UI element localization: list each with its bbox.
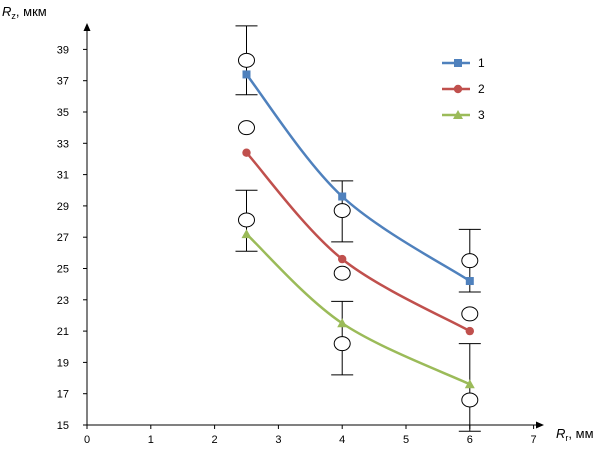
series-2-point (465, 326, 474, 336)
x-ticks: 0 1 2 3 4 5 6 7 (84, 425, 537, 446)
y-axis-title: Rz, мкм (2, 4, 47, 21)
series-3-legend-marker (453, 110, 463, 119)
series-2-point (242, 148, 251, 157)
series-2-legend-marker (453, 84, 463, 94)
y-ticks: 15 17 19 21 23 25 27 29 31 33 35 37 39 (57, 44, 87, 432)
y-axis-subscript: z (11, 11, 16, 21)
y-tick-label: 15 (57, 420, 69, 432)
error-bars (235, 25, 481, 432)
series-1-open-circle (333, 203, 351, 219)
series-3-point (464, 379, 475, 389)
x-axis-comma: , (568, 426, 575, 441)
series-1-line (245, 73, 471, 283)
series-1-open-circle (461, 253, 479, 269)
x-axis-unit: мм (576, 426, 594, 441)
y-axis-unit: мкм (23, 4, 47, 19)
y-axis-symbol: R (2, 4, 11, 19)
x-axis-title: Rr, мм (556, 426, 594, 443)
series-markers (241, 70, 475, 389)
y-tick-label: 23 (57, 295, 69, 307)
x-tick-label: 7 (531, 434, 537, 446)
y-axis-comma: , (16, 4, 23, 19)
x-tick-label: 6 (467, 434, 473, 446)
y-tick-label: 39 (57, 44, 69, 56)
series-2-point (338, 254, 347, 264)
series-1-legend-marker (454, 59, 462, 67)
y-axis-arrow (83, 23, 91, 31)
series-3-point (241, 229, 252, 239)
y-tick-label: 31 (57, 170, 69, 182)
open-circle-markers (238, 52, 479, 408)
y-tick-label: 17 (57, 389, 69, 401)
series-1-point (338, 192, 347, 201)
series-2-open-circle (461, 306, 479, 322)
y-tick-label: 33 (57, 138, 69, 150)
series-3-open-circle (333, 336, 351, 352)
series-1-open-circle (238, 52, 255, 68)
series-3-legend-label: 3 (478, 108, 485, 122)
series-3-point (337, 318, 348, 328)
x-axis-arrow (536, 421, 544, 429)
x-axis-subscript: r (565, 433, 568, 443)
x-tick-label: 1 (148, 434, 154, 446)
series-2-line (245, 151, 471, 333)
y-tick-label: 19 (57, 357, 69, 369)
series-2-open-circle (333, 265, 351, 281)
series-3-line (245, 233, 471, 386)
series-1-point (242, 70, 251, 79)
y-tick-label: 29 (57, 201, 69, 213)
x-tick-label: 0 (84, 434, 90, 446)
y-tick-label: 25 (57, 264, 69, 276)
x-tick-label: 5 (403, 434, 409, 446)
series-3-open-circle (461, 392, 479, 408)
series-1-legend-label: 1 (478, 56, 485, 70)
series-2-open-circle (238, 120, 255, 136)
y-tick-label: 37 (57, 76, 69, 88)
legend: 1 2 3 (442, 56, 485, 122)
series-3-open-circle (238, 212, 255, 228)
series-2-legend-label: 2 (478, 82, 485, 96)
x-tick-label: 2 (212, 434, 218, 446)
y-tick-label: 35 (57, 107, 69, 119)
series-lines (245, 73, 471, 386)
x-tick-label: 3 (275, 434, 281, 446)
x-tick-label: 4 (339, 434, 345, 446)
y-tick-label: 21 (57, 326, 69, 338)
y-tick-label: 27 (57, 232, 69, 244)
series-1-point (465, 277, 474, 286)
x-axis-symbol: R (556, 426, 565, 441)
